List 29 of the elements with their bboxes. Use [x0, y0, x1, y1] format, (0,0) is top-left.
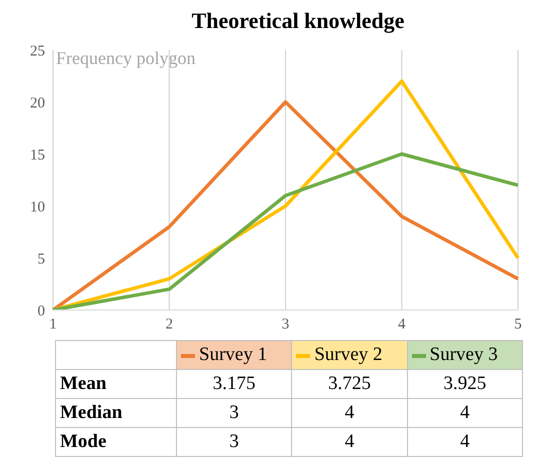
x-tick-label: 3: [282, 316, 290, 333]
text: Mode: [56, 428, 176, 456]
text: 3.725: [292, 370, 408, 398]
y-tick-label: 15: [30, 147, 45, 164]
y-tick-label: 20: [30, 95, 45, 112]
legend-label: Survey 3: [430, 344, 498, 365]
legend-label: Survey 2: [314, 344, 382, 365]
legend-label: Survey 1: [199, 344, 268, 365]
x-tick-label: 4: [398, 316, 406, 333]
chart-title: Theoretical knowledge: [190, 8, 406, 34]
text: 4: [292, 398, 408, 428]
x-tick-label: 2: [166, 316, 173, 333]
text: 4: [407, 398, 522, 428]
text: 3.925: [407, 370, 522, 398]
chart-subtitle: Frequency polygon: [56, 48, 196, 69]
x-tick-label: 5: [514, 316, 522, 333]
y-tick-label: 25: [30, 43, 45, 60]
text: 4: [292, 428, 408, 456]
text: Median: [56, 398, 176, 428]
text: 4: [407, 428, 522, 456]
line-series: [51, 152, 520, 310]
y-tick-label: 0: [38, 303, 45, 320]
text: 3: [176, 398, 292, 428]
y-tick-label: 5: [38, 251, 45, 268]
x-tick-label: 1: [49, 316, 57, 333]
text: 3: [176, 428, 292, 456]
y-tick-label: 10: [30, 199, 45, 216]
text: Mean: [56, 370, 176, 398]
text: 3.175: [176, 370, 292, 398]
